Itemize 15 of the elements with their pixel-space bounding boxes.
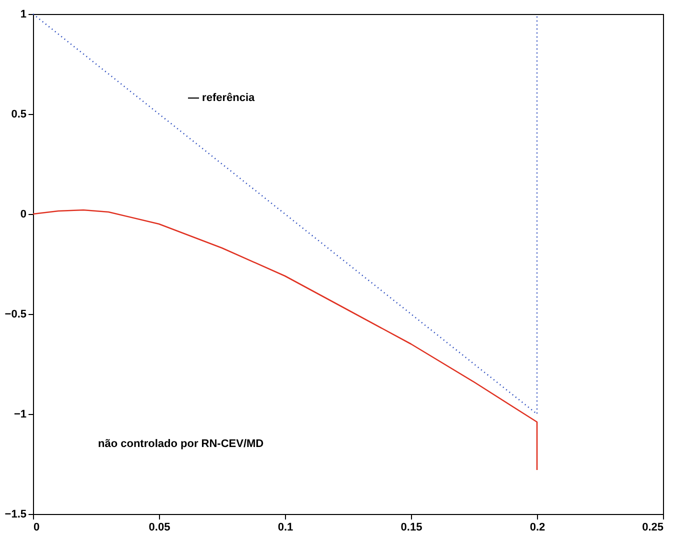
y-tick-label: 0	[20, 208, 26, 220]
x-tick-label: 0.15	[400, 522, 422, 534]
y-tick-label: 1	[20, 8, 26, 20]
x-tick-label: 0	[34, 522, 40, 534]
line-series	[32, 209, 538, 471]
x-tick-label: 0.1	[278, 522, 294, 534]
x-tick-label: 0.05	[148, 522, 170, 534]
x-tick-label: 0.2	[530, 522, 546, 534]
annotation: não controlado por RN-CEV/MD	[98, 438, 264, 450]
y-tick-label: 0.5	[11, 108, 26, 120]
x-tick-label: 0.25	[642, 522, 664, 534]
y-tick-label: −0.5	[4, 308, 26, 320]
y-tick-label: −1.5	[4, 508, 26, 520]
y-tick-label: −1	[14, 408, 26, 420]
annotation: — referência	[188, 92, 256, 104]
